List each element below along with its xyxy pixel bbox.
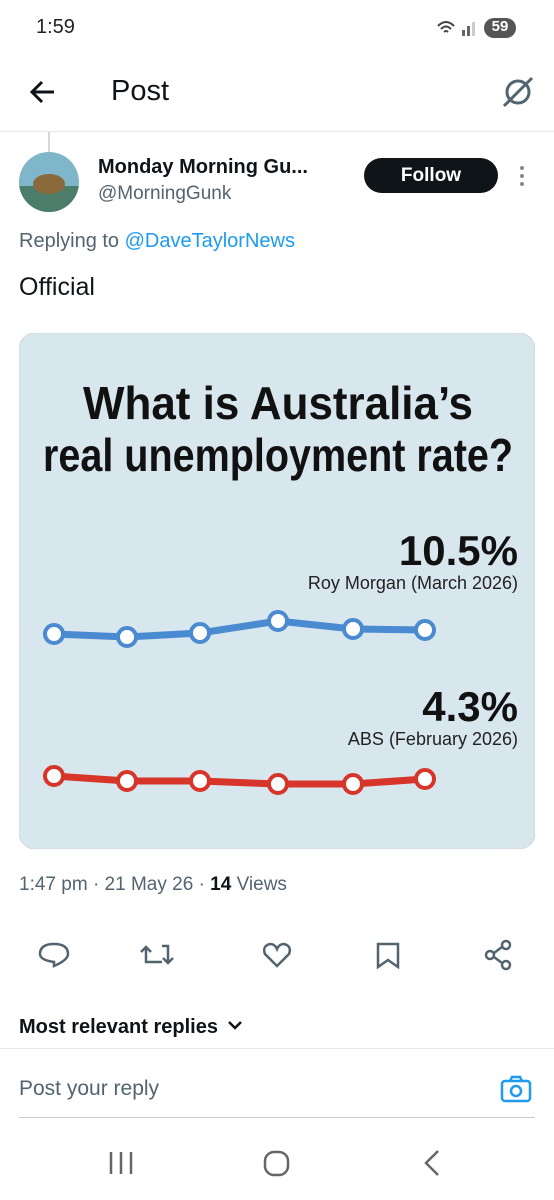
image-title: real unemployment rate? xyxy=(43,429,513,481)
action-bar xyxy=(38,939,512,971)
tweet-meta: 1:47 pm · 21 May 26 · 14 Views xyxy=(19,874,287,896)
divider xyxy=(0,131,554,132)
reply-sort[interactable]: Most relevant replies xyxy=(19,1016,248,1039)
divider xyxy=(0,1048,554,1049)
status-time: 1:59 xyxy=(36,16,75,38)
bookmark-button[interactable] xyxy=(376,942,400,970)
grok-button[interactable] xyxy=(500,74,536,110)
back-button[interactable] xyxy=(28,78,58,106)
trend-line xyxy=(43,610,436,648)
replying-to: Replying to @DaveTaylorNews xyxy=(19,230,295,253)
value-label: 10.5% xyxy=(399,527,518,574)
trend-line xyxy=(43,765,436,795)
back-nav-button[interactable] xyxy=(424,1150,439,1176)
share-button[interactable] xyxy=(484,939,512,971)
post-date: 21 May 26 xyxy=(104,874,194,895)
status-icons xyxy=(437,18,516,38)
author-name[interactable]: Monday Morning Gu... xyxy=(98,156,308,178)
recents-button[interactable] xyxy=(109,1152,133,1174)
home-button[interactable] xyxy=(263,1150,290,1177)
avatar[interactable] xyxy=(19,152,79,212)
replying-prefix: Replying to xyxy=(19,230,120,252)
battery-level: 59 xyxy=(491,18,509,35)
reply-sort-label: Most relevant replies xyxy=(19,1016,218,1038)
separator: · xyxy=(198,874,205,895)
author-handle[interactable]: @MorningGunk xyxy=(98,183,232,204)
views-count: 14 xyxy=(210,874,232,895)
source-label: ABS (February 2026) xyxy=(348,729,518,749)
tweet-image[interactable]: What is Australia’s real unemployment ra… xyxy=(19,333,535,849)
follow-button[interactable]: Follow xyxy=(364,158,498,193)
input-underline xyxy=(19,1117,535,1118)
mention[interactable]: @DaveTaylorNews xyxy=(124,230,295,252)
header-title: Post xyxy=(111,75,170,107)
like-button[interactable] xyxy=(262,942,292,968)
source-label: Roy Morgan (March 2026) xyxy=(308,573,518,593)
reply-input[interactable]: Post your reply xyxy=(19,1077,160,1100)
chevron xyxy=(228,1021,242,1030)
reply-button[interactable] xyxy=(38,942,70,968)
value-label: 4.3% xyxy=(422,683,518,730)
nav-bar xyxy=(109,1150,439,1177)
image-title: What is Australia’s xyxy=(83,377,473,429)
camera-button[interactable] xyxy=(500,1074,532,1104)
post-time: 1:47 pm xyxy=(19,874,88,895)
repost-button[interactable] xyxy=(140,944,174,965)
views-label: Views xyxy=(236,874,287,895)
thread-line xyxy=(48,132,50,152)
tweet-text: Official xyxy=(19,273,95,301)
more-button[interactable] xyxy=(517,164,527,188)
separator: · xyxy=(92,874,100,895)
